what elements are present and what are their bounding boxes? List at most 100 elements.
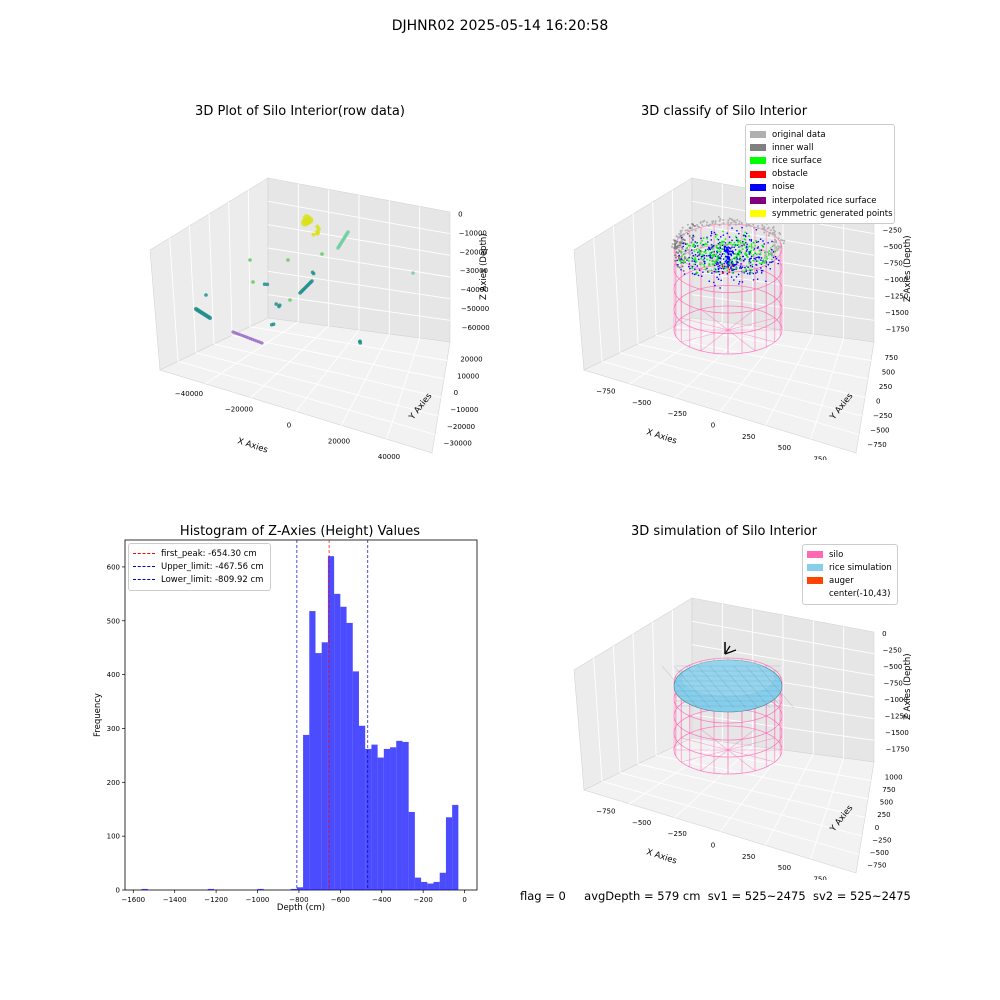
original-data-point	[714, 220, 717, 223]
rice-surface-point	[704, 242, 707, 245]
noise-point	[724, 265, 726, 268]
inner-wall-point	[674, 239, 677, 242]
noise-point	[694, 253, 697, 256]
noise-point	[756, 271, 759, 273]
hist-legend-swatch	[133, 566, 155, 568]
noise-point	[753, 248, 756, 250]
noise-point	[685, 243, 687, 246]
noise-point	[695, 273, 697, 275]
p4-xtick: −500	[632, 819, 651, 827]
rice-surface-point	[734, 235, 737, 238]
noise-point	[772, 260, 774, 263]
inner-wall-point	[677, 252, 680, 255]
hist-xtick-label: −1600	[121, 896, 145, 904]
original-data-point	[706, 221, 709, 224]
panel2-xlabel: X Axies	[645, 427, 678, 446]
panel2-title: 3D classify of Silo Interior	[640, 104, 808, 119]
noise-point	[744, 258, 746, 261]
noise-point	[733, 268, 736, 271]
original-data-point	[670, 245, 673, 248]
noise-point	[726, 264, 729, 266]
inner-wall-point	[677, 257, 680, 260]
histogram-bar	[383, 748, 391, 890]
original-data-point	[699, 261, 702, 264]
rice-mesh-line	[673, 665, 711, 709]
rice-simulation-top	[682, 660, 774, 696]
sim-legend-item: auger	[807, 574, 891, 587]
rice-surface-point	[680, 251, 683, 253]
histogram-bar	[390, 747, 397, 890]
noise-point	[713, 270, 716, 273]
rice-surface-point	[727, 242, 730, 245]
noise-point	[760, 269, 763, 272]
original-data-point	[767, 234, 770, 237]
hist-xtick-label: −1200	[204, 896, 228, 904]
noise-point	[717, 265, 719, 268]
rice-surface-point	[722, 243, 724, 246]
p2-silo-floor-spoke	[681, 329, 729, 343]
classify-legend-item: noise	[750, 181, 888, 194]
noise-point	[688, 265, 690, 268]
noise-point	[760, 267, 762, 269]
original-data-point	[711, 220, 714, 223]
histogram-bar	[334, 593, 341, 890]
original-data-point	[700, 261, 703, 264]
p2-ytick: −750	[867, 441, 886, 449]
rice-surface-point	[726, 269, 729, 272]
rice-surface-point	[724, 267, 727, 270]
rice-surface-point	[733, 243, 735, 246]
raw-data-point	[311, 232, 316, 237]
rice-surface-point	[706, 237, 709, 240]
rice-surface-point	[694, 258, 697, 260]
rice-surface-point	[693, 245, 696, 248]
noise-point	[738, 283, 740, 285]
original-data-point	[684, 229, 687, 232]
rice-surface-point	[749, 252, 752, 255]
hist-frame	[124, 539, 478, 891]
p2-silo-ring	[673, 244, 783, 293]
rice-surface-point	[711, 250, 714, 253]
noise-point	[694, 268, 696, 270]
original-data-point	[774, 230, 777, 233]
original-data-point	[728, 217, 731, 220]
rice-surface-point	[731, 271, 734, 274]
p1-ytick: −20000	[447, 423, 475, 431]
hist-yticks: 0 100 200 300 400 500 600	[107, 563, 125, 895]
rice-surface-point	[703, 263, 705, 266]
original-data-point	[777, 237, 780, 240]
original-data-point	[761, 224, 764, 227]
noise-point	[749, 264, 752, 267]
noise-point	[728, 236, 731, 238]
p1-xtick: −20000	[225, 406, 253, 414]
noise-point	[771, 240, 773, 243]
obstacle-point	[731, 265, 734, 267]
classify-legend-label: obstacle	[772, 169, 808, 180]
panel3-histogram: −1600 −1400 −1200 −1000 −800 −600 −400 −200 0 0 1…	[93, 539, 478, 913]
histogram-bar	[439, 872, 446, 890]
rice-mesh-line	[697, 665, 735, 709]
raw-data-point	[208, 316, 212, 320]
original-data-point	[781, 239, 784, 242]
p4-ytick: −500	[870, 849, 889, 857]
p4-silo-floor-spoke	[700, 749, 729, 772]
panel1-zlabel: Z Axies (Depth)	[479, 233, 489, 300]
noise-point	[767, 242, 769, 244]
rice-surface-point	[710, 269, 713, 272]
p1-ytick: 20000	[460, 355, 482, 363]
rice-surface-point	[735, 266, 737, 269]
noise-point	[727, 246, 730, 248]
noise-point	[731, 246, 733, 248]
rice-surface-point	[755, 253, 758, 256]
original-data-point	[771, 227, 774, 230]
noise-point	[691, 272, 694, 275]
raw-data-point	[315, 229, 320, 234]
noise-point	[716, 261, 719, 264]
hist-ylabel: Frequency	[93, 693, 103, 737]
p4-grid	[652, 621, 657, 756]
noise-point	[704, 249, 707, 251]
original-data-point	[722, 218, 725, 221]
original-data-point	[757, 227, 760, 230]
original-data-point	[699, 222, 702, 225]
original-data-point	[722, 222, 725, 225]
rice-surface-point	[704, 250, 707, 253]
